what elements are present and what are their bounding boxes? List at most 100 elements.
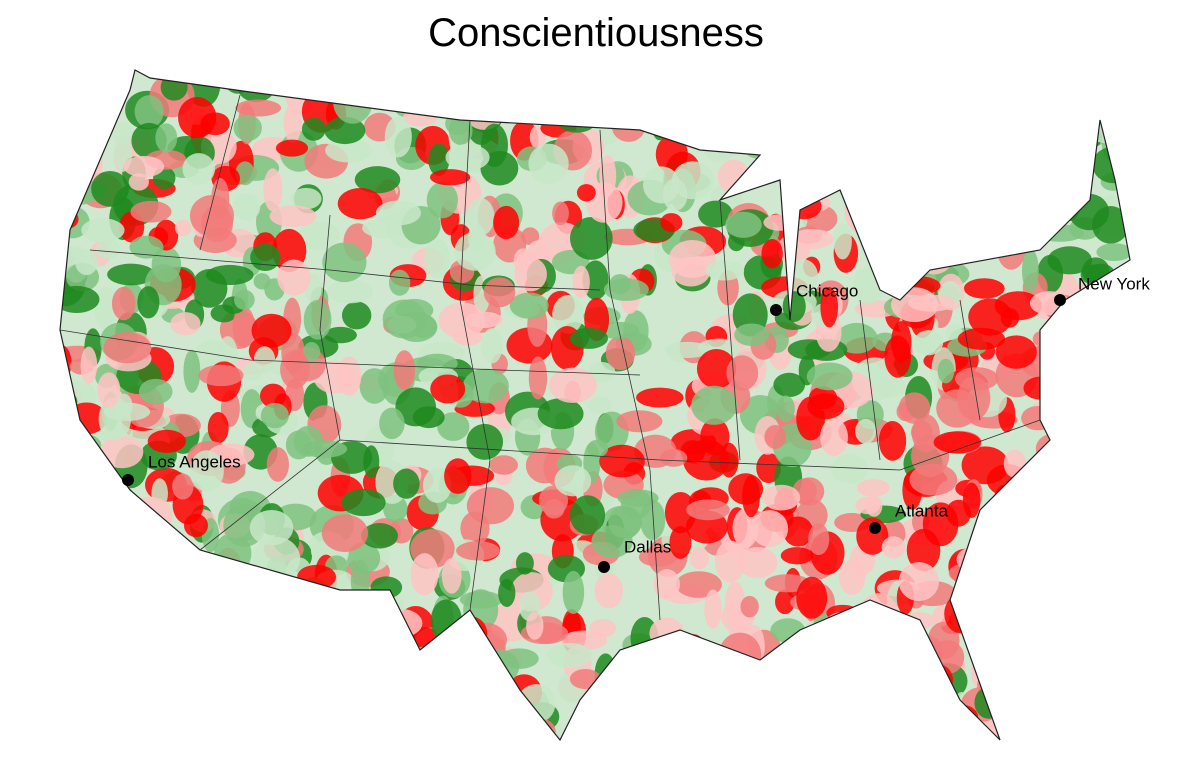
heat-patch bbox=[855, 496, 881, 515]
city-label: Atlanta bbox=[895, 501, 948, 520]
heat-patch bbox=[493, 205, 520, 240]
heat-patch bbox=[698, 200, 733, 228]
heat-patch bbox=[537, 398, 584, 430]
heat-patch bbox=[240, 389, 263, 429]
heat-patch bbox=[428, 143, 450, 176]
heat-patch bbox=[653, 569, 680, 600]
heat-patch bbox=[60, 285, 100, 314]
heat-patch bbox=[134, 95, 164, 128]
heat-patch bbox=[253, 346, 276, 374]
heat-patch bbox=[909, 463, 958, 496]
heat-patch bbox=[211, 178, 230, 219]
heat-patch bbox=[775, 589, 795, 615]
heat-patch bbox=[326, 279, 373, 304]
heat-patch bbox=[359, 368, 390, 404]
heat-patch bbox=[393, 468, 420, 499]
heat-patch bbox=[393, 350, 416, 390]
heat-patch bbox=[489, 455, 518, 475]
heat-patch bbox=[138, 378, 173, 405]
heat-patch bbox=[562, 570, 585, 615]
heat-patch bbox=[147, 429, 186, 453]
heat-patch bbox=[448, 116, 473, 146]
heat-patch bbox=[509, 292, 549, 319]
heat-patch bbox=[514, 257, 547, 292]
heat-patch bbox=[668, 239, 716, 279]
heat-patch bbox=[528, 143, 569, 184]
heat-patch bbox=[552, 295, 584, 334]
heat-patch bbox=[103, 332, 152, 364]
city-dot bbox=[122, 474, 134, 486]
heat-patch bbox=[463, 368, 509, 404]
heat-patch bbox=[277, 259, 311, 296]
heat-patch bbox=[732, 508, 759, 548]
heat-patch bbox=[856, 479, 890, 497]
heat-patch bbox=[441, 558, 462, 594]
heat-patch bbox=[764, 424, 787, 449]
heat-patch bbox=[643, 166, 680, 204]
heat-patch bbox=[107, 263, 156, 286]
city-label: Los Angeles bbox=[148, 452, 241, 471]
heat-patch bbox=[233, 193, 261, 221]
heat-patch bbox=[379, 407, 405, 440]
heat-patch bbox=[325, 138, 372, 163]
heat-patch bbox=[172, 473, 194, 500]
heat-patch bbox=[207, 411, 229, 444]
heat-patch bbox=[498, 578, 516, 607]
heat-patch bbox=[198, 364, 244, 387]
city-dot bbox=[598, 561, 610, 573]
heat-patch bbox=[182, 153, 216, 185]
heat-patch bbox=[660, 213, 683, 232]
heat-patch bbox=[968, 298, 1013, 336]
heat-patch bbox=[155, 123, 178, 153]
heat-patch bbox=[363, 445, 380, 479]
heat-patch bbox=[232, 306, 255, 348]
heat-patch bbox=[751, 510, 789, 548]
heat-patch bbox=[80, 346, 98, 384]
heat-patch bbox=[515, 552, 534, 575]
heat-patch bbox=[336, 356, 362, 396]
city-dot bbox=[770, 304, 782, 316]
heat-patch bbox=[906, 528, 941, 572]
heat-patch bbox=[831, 454, 868, 484]
heat-patch bbox=[891, 321, 912, 364]
heat-patch bbox=[410, 553, 439, 596]
heat-patch bbox=[324, 116, 366, 145]
heat-patch bbox=[303, 341, 321, 362]
heat-patch bbox=[689, 547, 710, 570]
heat-patch bbox=[263, 168, 283, 212]
heat-patch bbox=[704, 589, 722, 629]
heat-patch bbox=[251, 313, 292, 348]
heat-patch bbox=[696, 349, 737, 389]
heat-patch bbox=[898, 392, 931, 424]
heat-patch bbox=[337, 187, 383, 220]
heat-patch bbox=[249, 510, 294, 546]
heat-patch bbox=[354, 166, 401, 194]
heat-patch bbox=[250, 243, 281, 272]
heat-patch bbox=[705, 260, 745, 281]
city-label: Dallas bbox=[624, 537, 671, 556]
heat-patch bbox=[384, 116, 412, 158]
heat-patch bbox=[81, 218, 125, 243]
heat-patch bbox=[323, 326, 357, 344]
us-outline bbox=[59, 69, 1131, 742]
heat-patch bbox=[189, 450, 224, 492]
city-dot bbox=[869, 522, 881, 534]
heat-patch bbox=[669, 525, 692, 559]
cities: Los Angeles Dallas Chicago New York Atlanta bbox=[122, 274, 1150, 573]
state-line bbox=[89, 249, 601, 291]
heat-patch bbox=[878, 421, 907, 461]
heat-patch bbox=[796, 576, 828, 619]
heat-patch bbox=[1092, 206, 1130, 244]
heat-patch bbox=[587, 439, 609, 458]
heat-patch bbox=[548, 367, 597, 403]
state-line bbox=[199, 94, 981, 621]
heat-patch bbox=[725, 211, 762, 238]
heat-patch bbox=[111, 286, 136, 321]
heat-patch bbox=[638, 547, 678, 567]
heat-patch bbox=[913, 330, 944, 356]
heat-patch bbox=[412, 406, 445, 429]
heat-patch bbox=[636, 387, 684, 408]
heat-patch bbox=[691, 385, 737, 425]
heat-patch bbox=[572, 265, 590, 299]
heat-patch bbox=[137, 286, 160, 319]
